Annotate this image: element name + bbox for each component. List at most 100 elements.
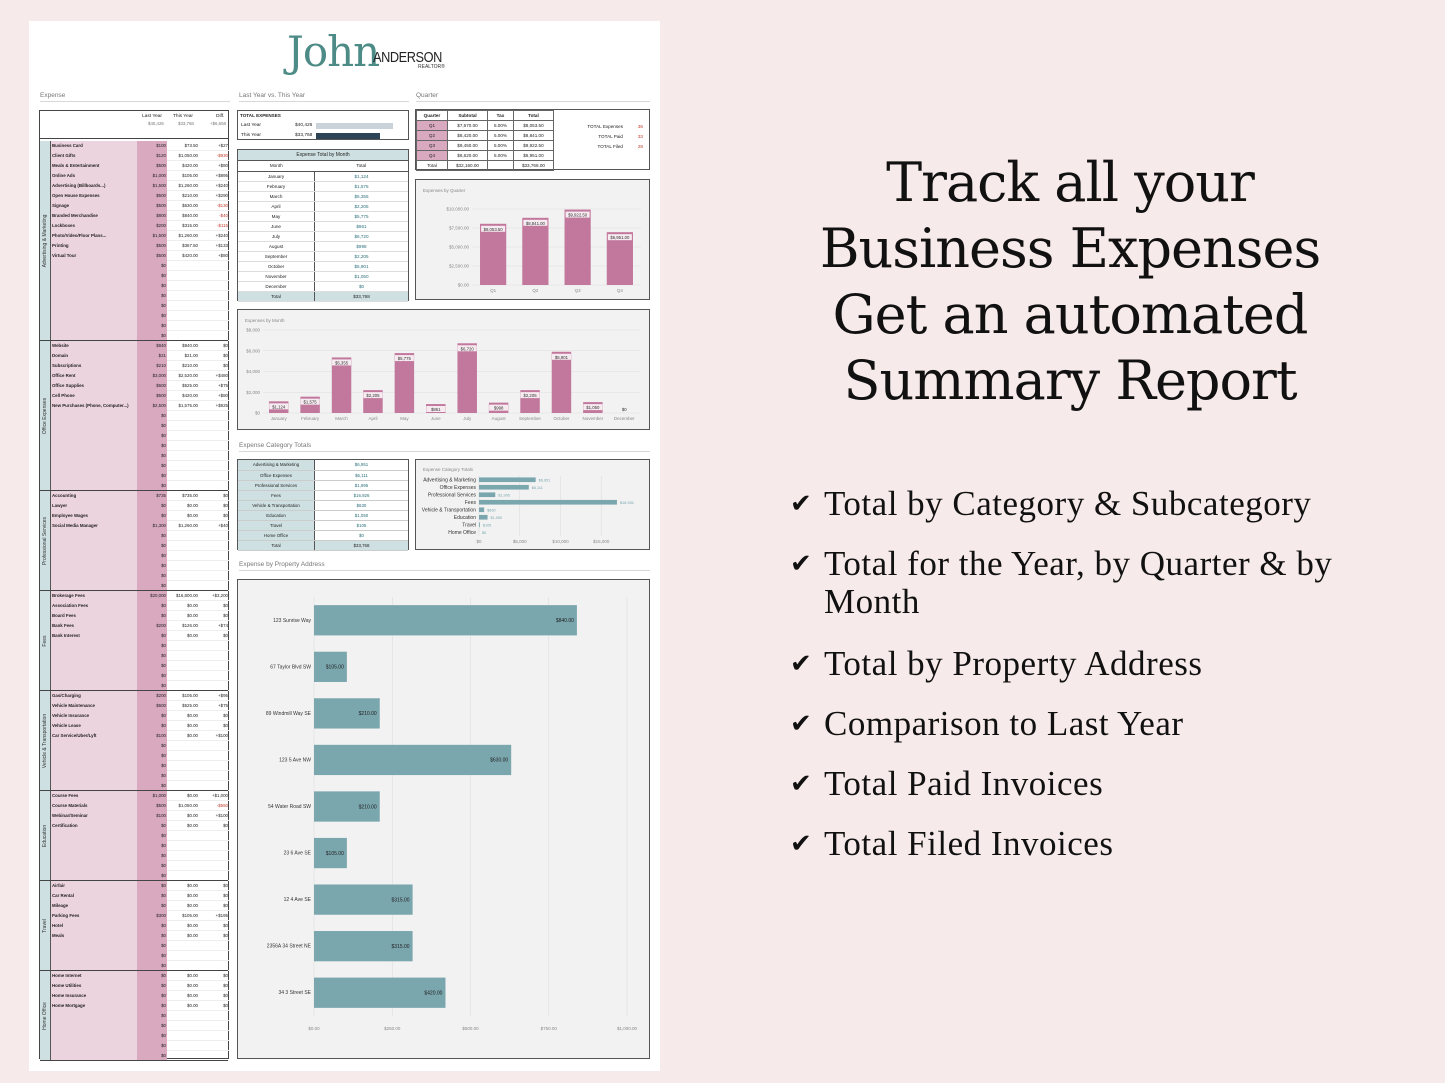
expense-row: Association Fees $0 $0.00 $0 bbox=[51, 601, 229, 611]
expense-this-year: $840.00 bbox=[182, 213, 198, 218]
bar bbox=[551, 351, 572, 413]
expense-name: Accounting bbox=[51, 491, 137, 501]
check-icon: ✔ bbox=[790, 769, 812, 798]
ly-ty-value: $33,768 bbox=[295, 133, 313, 138]
expense-diff: $0 bbox=[223, 883, 228, 888]
expense-this-year: $0.00 bbox=[187, 903, 198, 908]
quarter-cell: $7,670.00 bbox=[446, 120, 489, 131]
expense-row: Branded Merchandise $800 $840.00 -$40 bbox=[51, 211, 229, 221]
expense-diff: +$80 bbox=[218, 393, 228, 398]
expense-name: Bank Fees bbox=[51, 621, 137, 631]
expense-last-year: $100 bbox=[137, 811, 167, 821]
expense-this-year: $525.00 bbox=[182, 383, 198, 388]
month-total: $998 bbox=[314, 241, 408, 252]
expense-name: Parking Fees bbox=[51, 911, 137, 921]
bar bbox=[314, 605, 577, 636]
category-table-box: Advertising & Marketing $6,951 Office Expe… bbox=[237, 459, 409, 551]
headline-line-1: Track all your bbox=[886, 151, 1255, 214]
data-label: $1,575 bbox=[304, 400, 318, 405]
month-row: September $2,205 bbox=[238, 251, 408, 262]
y-tick-label: Professional Services bbox=[428, 492, 477, 498]
y-tick-label: Travel bbox=[462, 522, 476, 528]
expense-name bbox=[51, 541, 137, 551]
expense-row: Vehicle Insurance $0 $0.00 $0 bbox=[51, 711, 229, 721]
data-label-bg bbox=[583, 404, 603, 411]
category-name: Home Office bbox=[238, 530, 315, 541]
headline: Track all your Business Expenses Get an … bbox=[790, 150, 1350, 414]
expense-last-year: $1,000 bbox=[137, 791, 167, 801]
expense-last-year: $120 bbox=[137, 151, 167, 161]
expense-this-year: $1,050.00 bbox=[178, 153, 198, 158]
month-chart: Expenses by Month $0 $2,000 $4,000 $6,000 $8,… bbox=[245, 318, 640, 421]
month-total: $2,205 bbox=[314, 251, 408, 262]
month-name: December bbox=[238, 281, 315, 292]
expense-last-year: $200 bbox=[137, 221, 167, 231]
category-name: Fees bbox=[238, 490, 315, 501]
expense-row: $0 bbox=[51, 851, 229, 861]
expense-diff: +$80 bbox=[218, 163, 228, 168]
feature-text: Total for the Year, by Quarter & by Mont… bbox=[824, 544, 1333, 621]
expense-last-year: $735 bbox=[137, 491, 167, 501]
expense-row: Office Supplies $600 $525.00 +$75 bbox=[51, 381, 229, 391]
y-tick-label: 89 Windmill Way SE bbox=[266, 711, 312, 717]
expense-this-year: $21.00 bbox=[184, 353, 198, 358]
expense-diff: +$95 bbox=[218, 693, 228, 698]
category-row: Education $1,050 bbox=[238, 510, 408, 521]
expense-last-year: $0 bbox=[137, 531, 167, 541]
category-name: Professional Services bbox=[238, 480, 315, 491]
logo-tagline: REALTOR® bbox=[418, 64, 445, 70]
expense-row: $0 bbox=[51, 1021, 229, 1031]
data-label: $6,951 bbox=[539, 478, 551, 482]
expense-row: Airfair $0 $0.00 $0 bbox=[51, 881, 229, 891]
data-label: $6,111 bbox=[532, 486, 543, 490]
expense-diff: +$290 bbox=[215, 193, 228, 198]
expense-row: $0 bbox=[51, 641, 229, 651]
expense-last-year: $0 bbox=[137, 1041, 167, 1051]
x-tick-label: August bbox=[492, 416, 507, 421]
expense-row: Car Rental $0 $0.00 $0 bbox=[51, 891, 229, 901]
invoice-summary-value: 33 bbox=[637, 134, 643, 139]
invoice-summary-row: TOTAL Expenses 36 bbox=[559, 122, 647, 132]
expense-row: Vehicle Maintenance $600 $525.00 +$75 bbox=[51, 701, 229, 711]
expense-diff: -$130 bbox=[216, 203, 228, 208]
expense-this-year: $210.00 bbox=[182, 363, 198, 368]
expense-name bbox=[51, 651, 137, 661]
expense-this-year: $0.00 bbox=[187, 633, 198, 638]
expense-name bbox=[51, 311, 137, 321]
expense-row: $0 bbox=[51, 1041, 229, 1051]
month-row: October $5,901 bbox=[238, 261, 408, 272]
total-this-year: $33,768 bbox=[178, 121, 194, 126]
col-month: Month bbox=[238, 161, 315, 172]
category-value: $1,995 bbox=[314, 480, 408, 491]
expense-diff: $0 bbox=[223, 343, 228, 348]
expense-last-year: $0 bbox=[137, 291, 167, 301]
expense-this-year: $0.00 bbox=[187, 733, 198, 738]
expense-this-year: $210.00 bbox=[182, 193, 198, 198]
y-tick-label: $2,000 bbox=[246, 390, 260, 395]
y-tick-label: 54 Water Road SW bbox=[268, 804, 311, 810]
expense-name bbox=[51, 761, 137, 771]
expense-name bbox=[51, 671, 137, 681]
category-total-value: $33,768 bbox=[314, 540, 408, 551]
expense-last-year: $0 bbox=[137, 991, 167, 1001]
bar bbox=[479, 514, 488, 520]
expense-diff: -$550 bbox=[216, 803, 228, 808]
expense-this-year: $16,800.00 bbox=[176, 593, 198, 598]
expense-last-year: $0 bbox=[137, 841, 167, 851]
expense-diff: $0 bbox=[223, 713, 228, 718]
expense-header: Last Year This Year Diff. $40,426 $33,76… bbox=[40, 111, 228, 139]
expense-row: $0 bbox=[51, 771, 229, 781]
expense-diff: +$925 bbox=[215, 403, 228, 408]
expense-diff: $0 bbox=[223, 633, 228, 638]
quarter-cell: $6,620.00 bbox=[446, 150, 489, 161]
quarter-header: Tax bbox=[487, 110, 514, 121]
expense-last-year: $0 bbox=[137, 961, 167, 971]
data-label: $5,775 bbox=[398, 356, 412, 361]
x-tick-label: Q3 bbox=[575, 288, 582, 293]
bar bbox=[479, 484, 529, 490]
y-tick-label: $2,500.00 bbox=[449, 264, 470, 269]
expense-this-year: $420.00 bbox=[182, 163, 198, 168]
expense-this-year: $2,520.00 bbox=[178, 373, 198, 378]
expense-name bbox=[51, 841, 137, 851]
check-icon: ✔ bbox=[790, 649, 812, 678]
